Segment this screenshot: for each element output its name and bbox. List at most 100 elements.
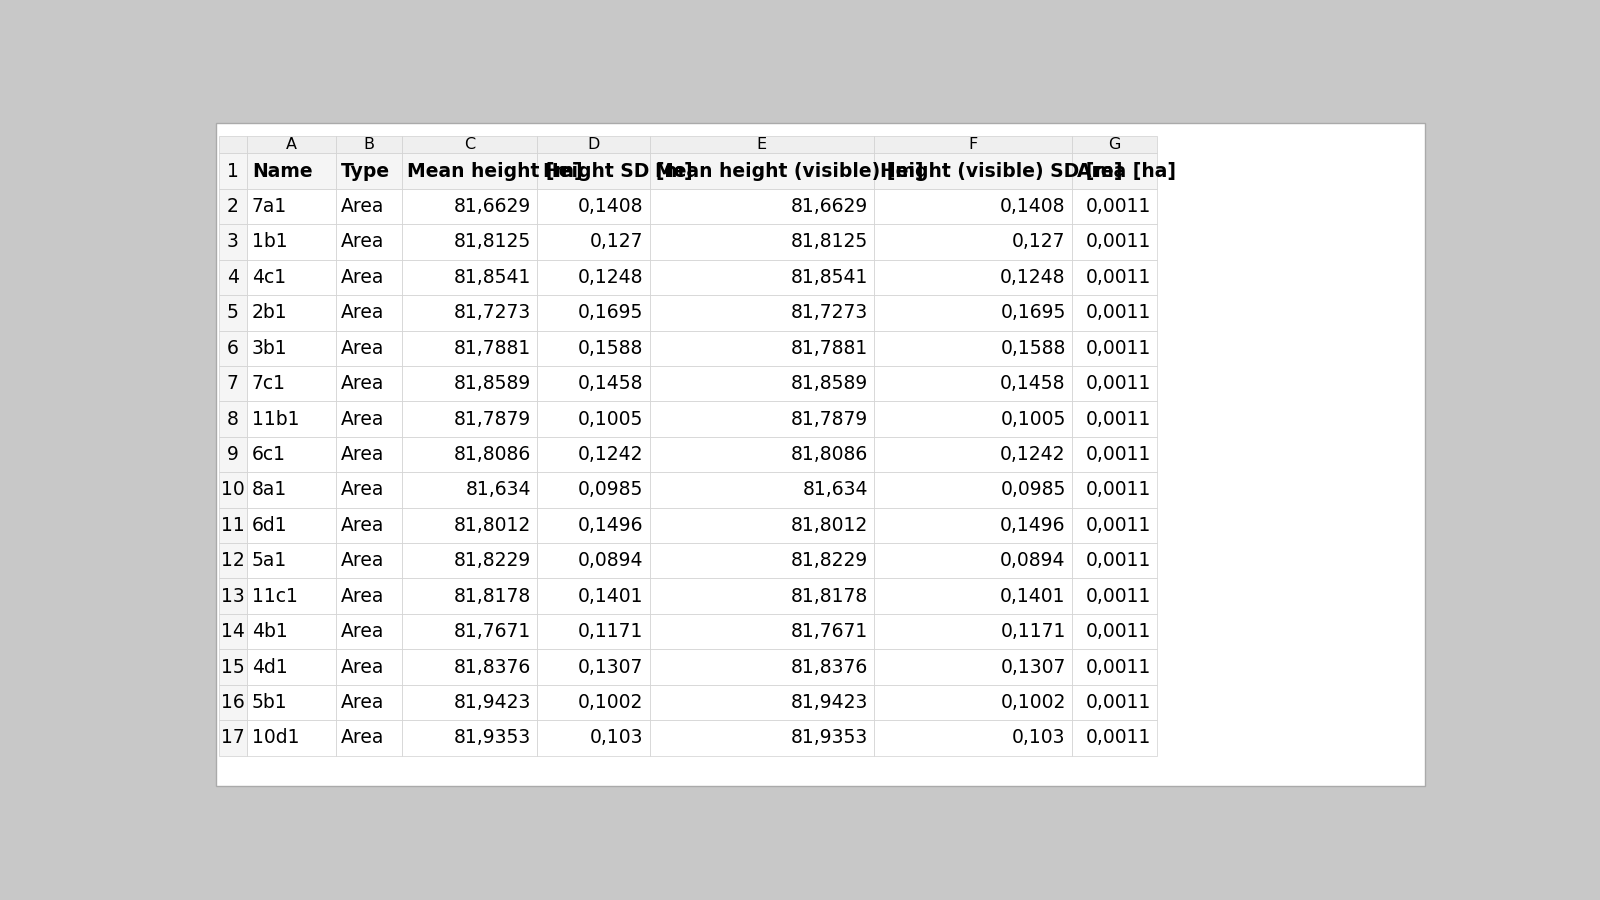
Text: 0,0011: 0,0011 (1085, 374, 1150, 393)
Text: F: F (968, 138, 978, 152)
Bar (402, 401, 538, 436)
Bar (650, 224, 874, 260)
Text: 2: 2 (227, 197, 238, 216)
Bar (874, 543, 1072, 579)
Text: 0,1242: 0,1242 (1000, 445, 1066, 464)
Bar (1072, 436, 1157, 472)
Text: 8: 8 (227, 410, 238, 428)
Bar (1072, 137, 1157, 153)
Bar (538, 614, 650, 649)
Text: 0,1408: 0,1408 (578, 197, 643, 216)
Bar (246, 260, 336, 295)
Text: Area: Area (341, 658, 384, 677)
Text: 0,1695: 0,1695 (578, 303, 643, 322)
Text: 0,1408: 0,1408 (1000, 197, 1066, 216)
Text: 12: 12 (221, 552, 245, 571)
Bar (538, 224, 650, 260)
Text: 0,0011: 0,0011 (1085, 552, 1150, 571)
Bar (219, 401, 246, 436)
Bar (874, 720, 1072, 756)
Text: 81,7879: 81,7879 (790, 410, 869, 428)
Bar (219, 366, 246, 401)
Bar (874, 137, 1072, 153)
Text: Area: Area (341, 338, 384, 357)
Bar (874, 649, 1072, 685)
Bar (538, 685, 650, 720)
Bar (402, 189, 538, 224)
Text: Type: Type (341, 162, 390, 181)
Text: 81,634: 81,634 (803, 481, 869, 500)
Bar (336, 614, 402, 649)
Bar (219, 260, 246, 295)
Bar (219, 330, 246, 366)
Bar (246, 401, 336, 436)
Bar (538, 260, 650, 295)
Text: 2b1: 2b1 (251, 303, 288, 322)
Text: 0,127: 0,127 (1013, 232, 1066, 251)
Text: Height SD [m]: Height SD [m] (542, 162, 693, 181)
Bar (650, 401, 874, 436)
Text: 0,1002: 0,1002 (578, 693, 643, 712)
Bar (246, 472, 336, 508)
Text: 81,7881: 81,7881 (790, 338, 869, 357)
Bar (336, 224, 402, 260)
Bar (1072, 401, 1157, 436)
Bar (1072, 295, 1157, 330)
Bar (336, 579, 402, 614)
Text: 0,0011: 0,0011 (1085, 587, 1150, 606)
Bar (650, 472, 874, 508)
Text: 0,0011: 0,0011 (1085, 658, 1150, 677)
Text: 6d1: 6d1 (251, 516, 288, 535)
Bar (650, 436, 874, 472)
Bar (246, 224, 336, 260)
Bar (336, 543, 402, 579)
Bar (246, 137, 336, 153)
Text: 0,1005: 0,1005 (1000, 410, 1066, 428)
Text: Area: Area (341, 693, 384, 712)
Bar (336, 649, 402, 685)
Bar (219, 720, 246, 756)
Text: 81,7879: 81,7879 (454, 410, 531, 428)
Text: 0,103: 0,103 (1013, 728, 1066, 747)
Text: 81,8125: 81,8125 (454, 232, 531, 251)
Bar (650, 720, 874, 756)
Text: Name: Name (251, 162, 312, 181)
Bar (402, 472, 538, 508)
Text: 0,0011: 0,0011 (1085, 232, 1150, 251)
Text: 81,8229: 81,8229 (454, 552, 531, 571)
Text: Mean height [m]: Mean height [m] (406, 162, 582, 181)
Bar (402, 260, 538, 295)
Bar (402, 685, 538, 720)
Bar (538, 472, 650, 508)
Text: 0,0985: 0,0985 (578, 481, 643, 500)
Bar (874, 508, 1072, 543)
Bar (402, 508, 538, 543)
Bar (246, 295, 336, 330)
Bar (219, 579, 246, 614)
Text: 81,8178: 81,8178 (790, 587, 869, 606)
Text: 81,8229: 81,8229 (790, 552, 869, 571)
Text: 0,1695: 0,1695 (1000, 303, 1066, 322)
Text: 5: 5 (227, 303, 238, 322)
Bar (650, 330, 874, 366)
Text: 81,8376: 81,8376 (454, 658, 531, 677)
Bar (246, 508, 336, 543)
Text: 81,8086: 81,8086 (790, 445, 869, 464)
Bar (402, 720, 538, 756)
Bar (874, 224, 1072, 260)
Bar (336, 295, 402, 330)
Bar (219, 472, 246, 508)
Text: 81,9353: 81,9353 (454, 728, 531, 747)
Text: 0,1496: 0,1496 (1000, 516, 1066, 535)
Text: 4d1: 4d1 (251, 658, 288, 677)
Bar (1072, 579, 1157, 614)
Bar (336, 366, 402, 401)
Text: 0,0011: 0,0011 (1085, 445, 1150, 464)
Bar (219, 295, 246, 330)
Text: 81,7671: 81,7671 (790, 622, 869, 641)
Bar (336, 472, 402, 508)
Bar (219, 614, 246, 649)
Text: 0,1171: 0,1171 (578, 622, 643, 641)
Text: 3b1: 3b1 (251, 338, 288, 357)
Text: 11: 11 (221, 516, 245, 535)
